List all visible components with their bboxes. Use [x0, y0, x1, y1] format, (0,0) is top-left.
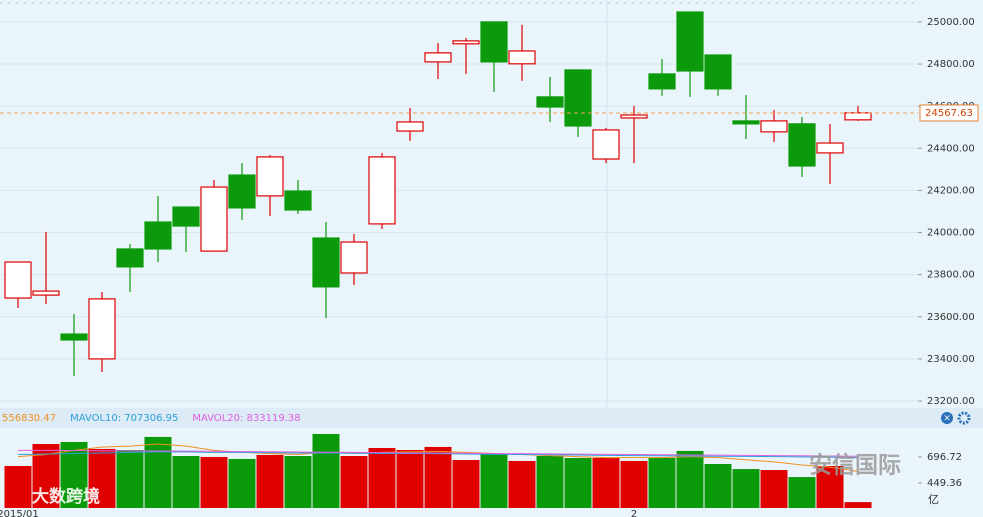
close-icon[interactable] [941, 412, 953, 424]
candle-body [732, 120, 760, 125]
candle-body [396, 121, 424, 132]
legend-label: MAVOL10: 707306.95 [70, 413, 178, 424]
y-tick-label: 23600.00 [927, 312, 975, 323]
candle-body [88, 298, 116, 360]
volume-bar [396, 450, 424, 508]
volume-bar [424, 446, 452, 508]
volume-bar [88, 448, 116, 508]
watermark: 安信国际 [809, 452, 901, 479]
candle-body [228, 174, 256, 209]
y-tick-label: 24200.00 [927, 185, 975, 196]
y-tick-label: 24400.00 [927, 143, 975, 154]
volume-bar [564, 458, 592, 508]
volume-bar [172, 456, 200, 508]
ma-line [17, 451, 859, 459]
candle-body [256, 156, 284, 197]
legend-label: 556830.47 [2, 413, 56, 424]
x-tick-label: 2015/01 [0, 509, 39, 517]
legend-label: MAVOL20: 833119.38 [192, 413, 300, 424]
volume-bar [228, 458, 256, 508]
volume-bar [116, 450, 144, 508]
settings-icon[interactable] [957, 411, 971, 425]
volume-bar [816, 466, 844, 508]
volume-bar [704, 464, 732, 508]
candle-body [564, 69, 592, 127]
y-tick-label: 24000.00 [927, 228, 975, 239]
y-tick-label: 23200.00 [927, 396, 975, 407]
ma-line [17, 443, 859, 472]
y-tick-label: 24800.00 [927, 59, 975, 70]
volume-bar [732, 469, 760, 508]
candle-body [704, 54, 732, 90]
candle-body [788, 123, 816, 167]
volume-bar [312, 434, 340, 508]
unit-label: 亿 [928, 493, 939, 506]
volume-bar [452, 460, 480, 508]
candle-body [368, 156, 396, 225]
volume-bar [844, 502, 872, 508]
volume-bar [256, 454, 284, 508]
y-tick-label: 23400.00 [927, 354, 975, 365]
candle-body [312, 237, 340, 288]
volume-bar [144, 436, 172, 508]
y-tick-label: 23800.00 [927, 270, 975, 281]
candle-body [452, 40, 480, 45]
volume-bar [480, 454, 508, 508]
volume-bar [676, 450, 704, 508]
candle-body [144, 221, 172, 250]
candle-body [340, 241, 368, 274]
candle-body [816, 142, 844, 154]
volume-bar [536, 456, 564, 508]
candle-body [676, 11, 704, 72]
current-price-label: 24567.63 [925, 108, 973, 119]
volume-bar [592, 458, 620, 508]
watermark: 大数跨境 [32, 486, 100, 507]
volume-bar [368, 448, 396, 508]
candle-body [172, 206, 200, 227]
y-tick-label: 25000.00 [927, 17, 975, 28]
volume-header-bg [0, 408, 983, 428]
candle-body [4, 261, 32, 299]
volume-bar [4, 466, 32, 508]
candle-body [536, 96, 564, 108]
volume-bar [648, 458, 676, 508]
volume-bar [508, 460, 536, 508]
candle-body [32, 290, 60, 296]
close-icon-glyph: × [943, 414, 951, 424]
volume-bar [788, 477, 816, 508]
candle-body [592, 129, 620, 160]
ma-line [18, 449, 859, 457]
volume-bar [620, 460, 648, 508]
candle-body [60, 333, 88, 341]
candle-body [116, 248, 144, 268]
candle-body [284, 190, 312, 211]
volume-bar [284, 456, 312, 508]
candle-body [200, 186, 228, 252]
volume-bar [340, 456, 368, 508]
x-tick-label: 2 [631, 509, 637, 517]
candle-body [480, 21, 508, 63]
candle-body [508, 50, 536, 65]
volume-bar [200, 456, 228, 508]
volume-bar [760, 470, 788, 508]
y-tick-label: 449.36 [927, 478, 962, 489]
candle-body [844, 112, 872, 121]
candle-body [620, 114, 648, 119]
candle-body [648, 73, 676, 90]
y-tick-label: 696.72 [927, 452, 962, 463]
candle-body [760, 120, 788, 133]
candle-body [424, 52, 452, 63]
current-price-box [919, 104, 979, 122]
